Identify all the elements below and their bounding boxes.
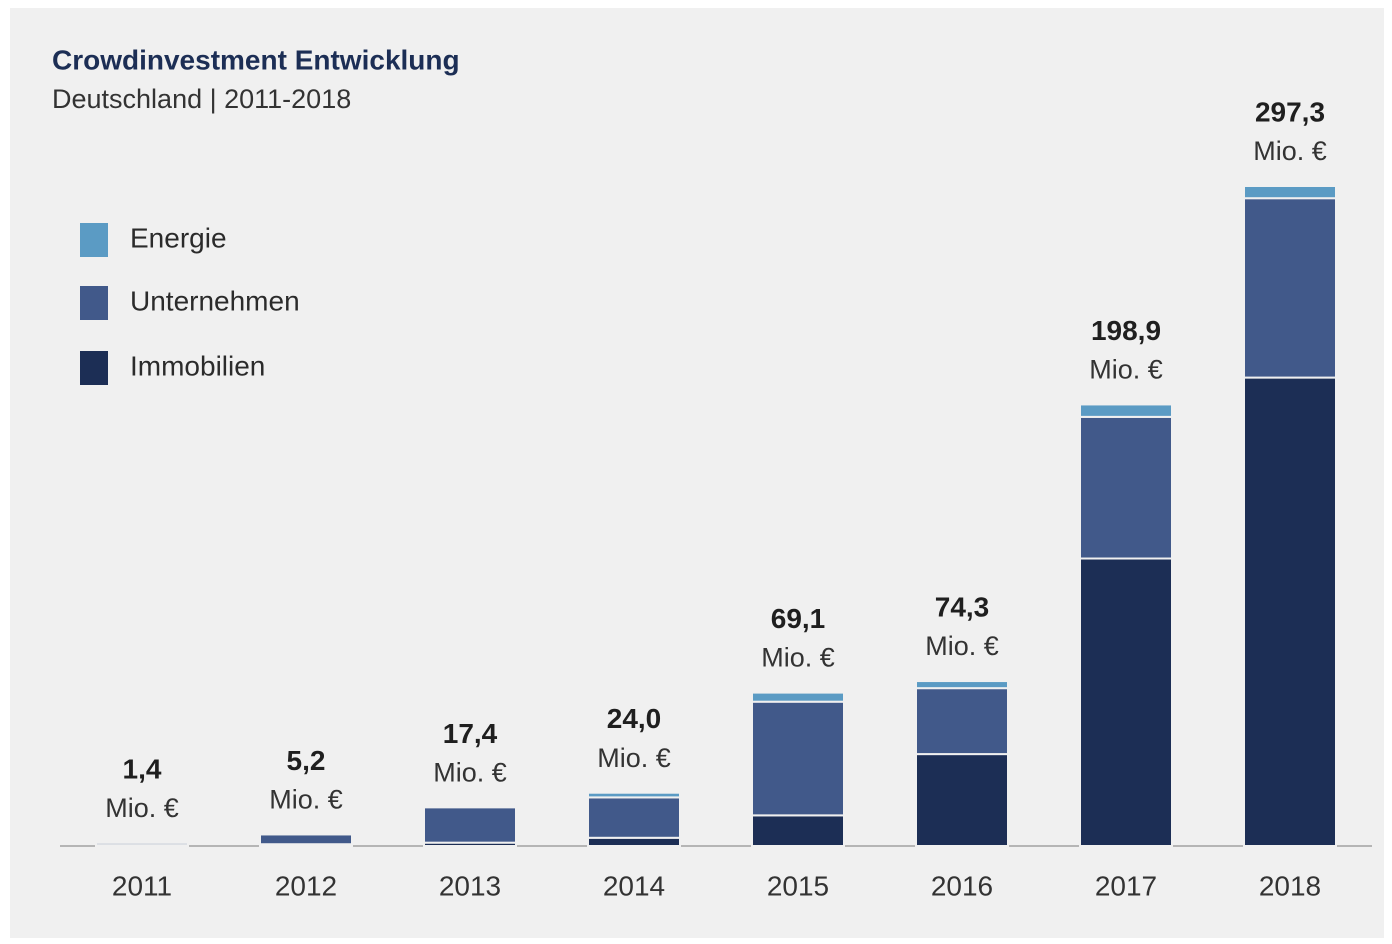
legend-swatch [80,223,108,257]
bar-segment [751,814,845,848]
bar-segment [915,680,1009,690]
bar-segment [1243,376,1337,847]
unit-label: Mio. € [269,785,343,815]
bar-segment [915,687,1009,756]
legend-swatch [80,286,108,320]
chart-title: Crowdinvestment Entwicklung [52,44,460,75]
bar-segment [259,833,353,846]
total-label: 69,1 [771,603,826,634]
bar-segment [1079,415,1173,560]
unit-label: Mio. € [597,743,671,773]
total-label: 17,4 [443,718,498,749]
bar-segment [587,836,681,848]
x-tick-label: 2012 [275,870,337,901]
x-tick-label: 2014 [603,870,665,901]
x-tick-label: 2017 [1095,870,1157,901]
unit-label: Mio. € [433,757,507,787]
total-label: 5,2 [287,745,326,776]
x-tick-label: 2018 [1259,870,1321,901]
bar-segment [915,753,1009,847]
total-label: 24,0 [607,703,662,734]
x-tick-label: 2013 [439,870,501,901]
legend-label: Immobilien [130,350,265,381]
legend-label: Energie [130,222,227,253]
legend-label: Unternehmen [130,285,300,316]
background [10,8,1384,938]
bar-segment [1079,403,1173,418]
bar-segment [751,700,845,817]
bar-segment [1243,197,1337,379]
total-label: 1,4 [123,753,162,784]
total-label: 198,9 [1091,315,1161,346]
bar-segment [587,796,681,839]
chart-subtitle: Deutschland | 2011-2018 [52,84,351,114]
unit-label: Mio. € [1089,355,1163,385]
unit-label: Mio. € [105,793,179,823]
bar-segment [1079,557,1173,847]
legend-swatch [80,351,108,385]
unit-label: Mio. € [925,631,999,661]
x-tick-label: 2011 [112,870,172,901]
unit-label: Mio. € [1253,136,1327,166]
bar-segment [95,841,189,847]
total-label: 74,3 [935,591,990,622]
bar-segment [751,691,845,703]
bar-segment [423,806,517,844]
total-label: 297,3 [1255,96,1325,127]
unit-label: Mio. € [761,643,835,673]
bar-segment [1243,184,1337,200]
x-tick-label: 2015 [767,870,829,901]
bar-segment [587,791,681,799]
x-tick-label: 2016 [931,870,993,901]
